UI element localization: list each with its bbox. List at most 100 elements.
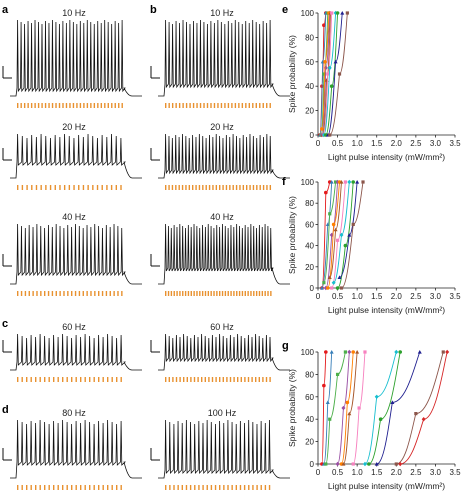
light-pulse-tick xyxy=(247,377,250,382)
light-pulse-tick xyxy=(21,485,23,490)
data-point xyxy=(328,417,332,421)
light-pulse-train xyxy=(17,291,123,296)
light-pulse-tick xyxy=(26,185,28,190)
light-pulse-tick xyxy=(196,291,198,296)
light-pulse-tick xyxy=(185,185,187,190)
light-pulse-tick xyxy=(165,291,167,296)
light-pulse-tick xyxy=(199,291,201,296)
data-series xyxy=(324,11,340,137)
light-pulse-tick xyxy=(172,377,174,382)
voltage-trace xyxy=(158,19,290,97)
frequency-label: 20 Hz xyxy=(62,122,86,132)
panel-letter: a xyxy=(2,4,9,16)
light-pulse-tick xyxy=(35,485,37,490)
light-pulse-tick xyxy=(96,185,99,190)
light-pulse-tick xyxy=(169,485,171,490)
frequency-label: 20 Hz xyxy=(210,122,234,132)
light-pulse-tick xyxy=(208,377,210,382)
light-pulse-tick xyxy=(89,377,91,382)
data-point xyxy=(421,417,426,422)
data-point xyxy=(335,179,340,185)
light-pulse-tick xyxy=(207,291,210,296)
data-point xyxy=(322,383,326,388)
data-point xyxy=(330,11,334,15)
light-pulse-tick xyxy=(181,485,184,490)
light-pulse-tick xyxy=(86,291,88,296)
spike-probability-charts: e 0 20 40 60 80 100 0 0.5 1.0 1.5 2.0 2.5 3.0 3.5 Light… xyxy=(282,4,461,491)
x-axis-label: Light pulse intensity (mW/mm²) xyxy=(328,152,445,162)
data-series xyxy=(335,180,356,290)
light-pulse-tick xyxy=(246,185,248,190)
data-point xyxy=(331,280,336,285)
data-point xyxy=(333,59,338,64)
voltage-trace xyxy=(158,223,290,285)
x-tick-label: 2.0 xyxy=(391,468,403,477)
light-pulse-tick xyxy=(39,485,41,490)
light-pulse-tick xyxy=(252,103,254,108)
frequency-label: 60 Hz xyxy=(62,322,86,332)
light-pulse-tick xyxy=(117,291,119,296)
data-point xyxy=(347,233,352,237)
x-tick-label: 2.5 xyxy=(410,139,422,148)
light-pulse-tick xyxy=(236,291,238,296)
voltage-trace xyxy=(158,333,290,371)
light-pulse-tick xyxy=(184,291,187,296)
data-series xyxy=(367,350,403,466)
data-point xyxy=(417,350,422,354)
x-tick-label: 0 xyxy=(316,292,321,301)
light-pulse-tick xyxy=(84,377,86,382)
series-line xyxy=(321,351,327,465)
light-pulse-tick xyxy=(268,485,271,490)
light-pulse-tick xyxy=(214,485,217,490)
light-pulse-tick xyxy=(247,291,249,296)
data-point xyxy=(331,222,336,227)
data-point xyxy=(322,72,326,76)
series-line xyxy=(343,351,358,465)
voltage-trace xyxy=(10,333,142,371)
data-point xyxy=(325,400,330,404)
light-pulse-tick xyxy=(242,185,245,190)
light-pulse-tick xyxy=(260,485,262,490)
x-tick-label: 1.5 xyxy=(371,468,383,477)
light-pulse-tick xyxy=(238,103,240,108)
data-point xyxy=(351,350,356,354)
light-pulse-tick xyxy=(55,291,57,296)
data-point xyxy=(351,222,355,226)
light-pulse-tick xyxy=(171,185,174,190)
data-point xyxy=(347,179,352,185)
light-pulse-tick xyxy=(21,185,24,190)
data-point xyxy=(325,286,330,290)
light-pulse-tick xyxy=(238,291,241,296)
spike-trace-panels: a 10 Hz b 10 Hz 20 Hz 20 Hz 40 Hz 40 Hz c 60 Hz 60… xyxy=(2,4,290,490)
light-pulse-tick xyxy=(173,485,175,490)
light-pulse-tick xyxy=(48,377,50,382)
light-pulse-tick xyxy=(232,185,234,190)
light-pulse-tick xyxy=(86,103,89,108)
light-pulse-tick xyxy=(219,291,221,296)
data-point xyxy=(398,461,403,467)
light-pulse-tick xyxy=(241,291,244,296)
light-pulse-tick xyxy=(222,377,224,382)
x-axis-label: Light pulse intensity (mW/mm²) xyxy=(328,305,445,315)
data-point xyxy=(362,461,367,467)
light-pulse-tick xyxy=(210,485,213,490)
light-pulse-tick xyxy=(194,485,196,490)
light-pulse-tick xyxy=(71,291,73,296)
light-pulse-tick xyxy=(208,185,211,190)
light-pulse-tick xyxy=(62,377,64,382)
light-pulse-tick xyxy=(255,103,257,108)
light-pulse-tick xyxy=(223,485,225,490)
light-pulse-tick xyxy=(17,485,19,490)
y-tick-label: 40 xyxy=(305,242,314,251)
light-pulse-train xyxy=(165,291,272,296)
light-pulse-tick xyxy=(265,377,268,382)
y-tick-label: 0 xyxy=(310,460,315,469)
light-pulse-tick xyxy=(221,291,224,296)
data-point xyxy=(321,132,326,138)
light-pulse-tick xyxy=(227,291,229,296)
trace-panel: 40 Hz xyxy=(2,212,142,296)
data-point xyxy=(328,133,332,137)
light-pulse-tick xyxy=(256,185,258,190)
light-pulse-tick xyxy=(84,485,86,490)
light-pulse-tick xyxy=(233,291,235,296)
